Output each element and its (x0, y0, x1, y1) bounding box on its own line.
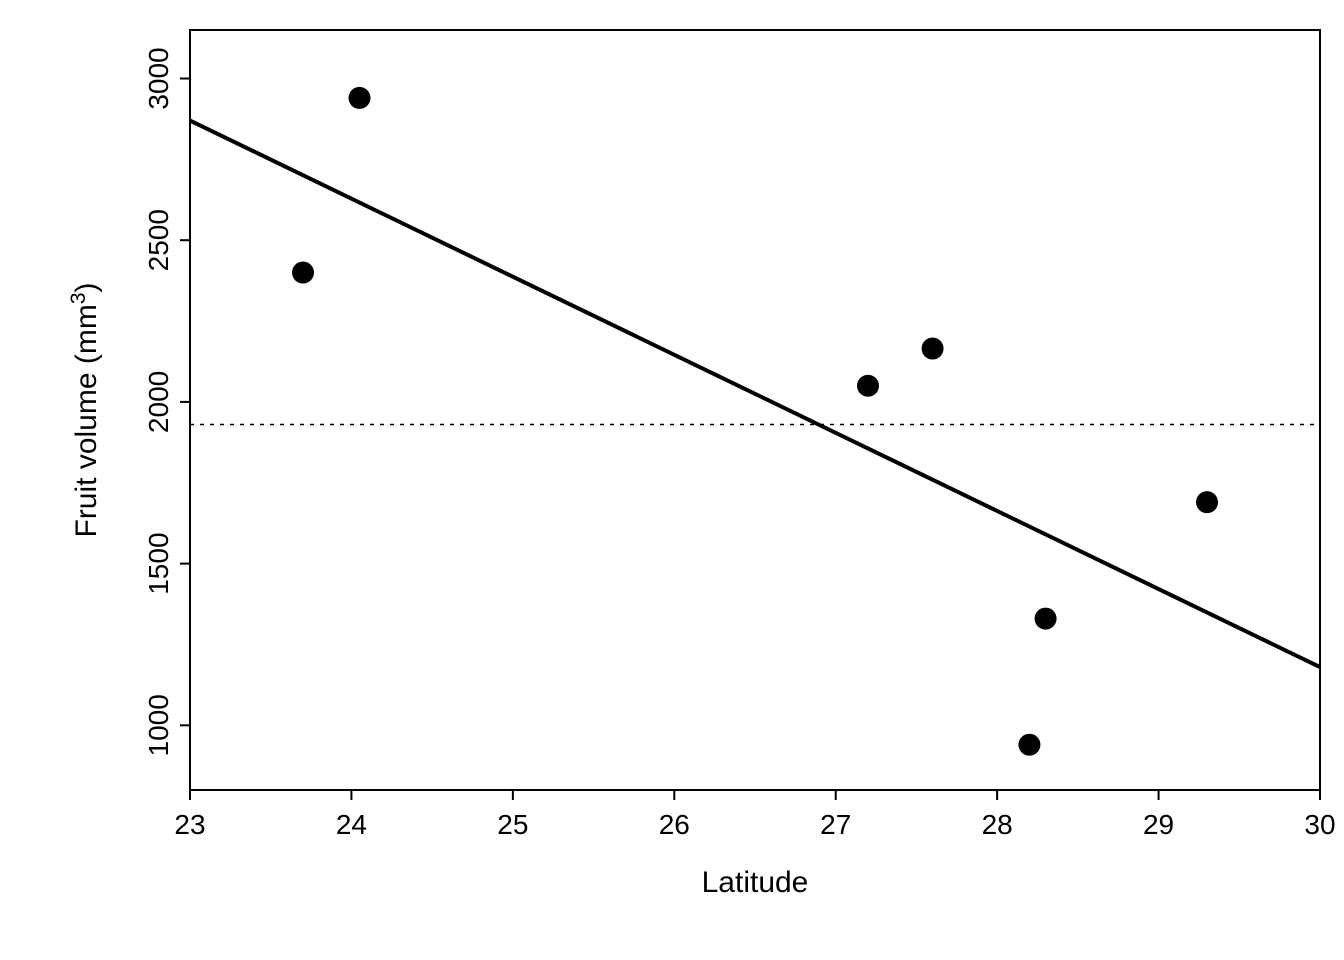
data-point (349, 87, 371, 109)
x-tick-label: 29 (1143, 809, 1174, 840)
y-tick-label: 3000 (143, 47, 174, 109)
x-axis-label: Latitude (702, 866, 809, 899)
data-point (1018, 734, 1040, 756)
y-axis-label: Fruit volume (mm3) (67, 282, 104, 537)
x-tick-label: 26 (659, 809, 690, 840)
x-tick-label: 23 (174, 809, 205, 840)
y-tick-label: 2500 (143, 209, 174, 271)
x-tick-label: 25 (497, 809, 528, 840)
y-tick-label: 1000 (143, 694, 174, 756)
regression-line (190, 121, 1320, 668)
scatter-chart: 23 24 25 26 27 28 29 30 1000 1500 2000 2500 3000 Lati… (0, 0, 1344, 960)
x-tick-label: 30 (1304, 809, 1335, 840)
data-point (857, 375, 879, 397)
x-tick-label: 28 (982, 809, 1013, 840)
x-tick-label: 24 (336, 809, 367, 840)
y-tick-label: 1500 (143, 532, 174, 594)
data-point (922, 338, 944, 360)
plot-border (190, 30, 1320, 790)
y-tick-label: 2000 (143, 371, 174, 433)
data-point (292, 262, 314, 284)
data-point (1196, 491, 1218, 513)
x-tick-label: 27 (820, 809, 851, 840)
chart-svg: 23 24 25 26 27 28 29 30 1000 1500 2000 2500 3000 Lati… (0, 0, 1344, 960)
data-point (1035, 608, 1057, 630)
